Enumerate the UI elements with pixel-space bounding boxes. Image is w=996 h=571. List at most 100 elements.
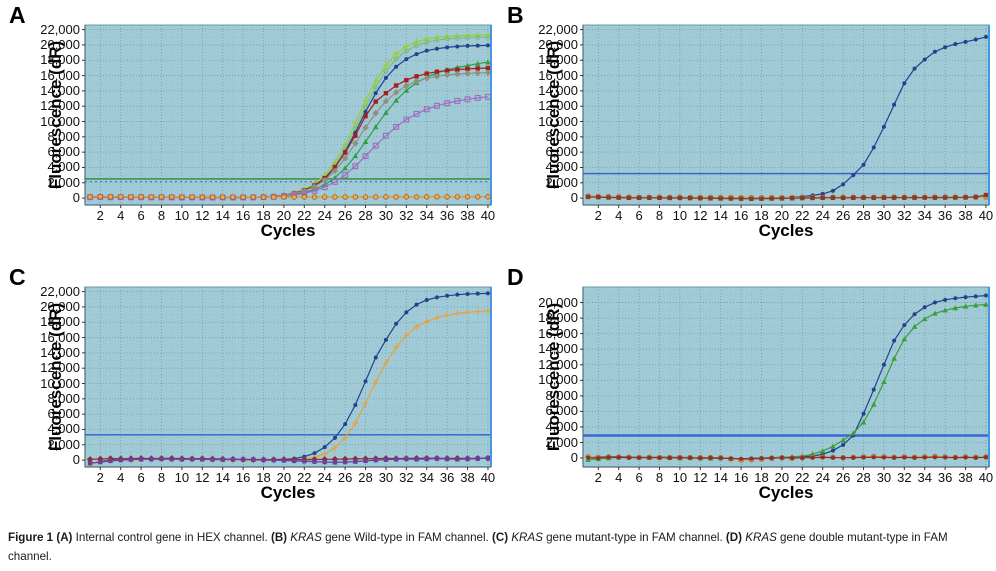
y-tick-label: 6,000 bbox=[47, 406, 80, 422]
x-tick-label: 4 bbox=[117, 208, 125, 223]
y-tick-label: 14,000 bbox=[40, 82, 80, 98]
y-tick-label: 0 bbox=[72, 190, 80, 206]
y-tick-label: 12,000 bbox=[538, 98, 578, 114]
y-tick-label: 4,000 bbox=[47, 159, 80, 175]
x-tick-label: 32 bbox=[399, 470, 414, 485]
y-tick-label: 14,000 bbox=[538, 82, 578, 98]
x-tick-label: 14 bbox=[713, 470, 728, 485]
x-tick-label: 32 bbox=[399, 208, 414, 223]
caption-segment: (C) bbox=[491, 531, 512, 544]
x-tick-label: 38 bbox=[958, 470, 973, 485]
x-tick-label: 36 bbox=[439, 470, 455, 485]
y-tick-label: 12,000 bbox=[40, 98, 80, 114]
x-tick-label: 2 bbox=[594, 208, 602, 223]
x-tick-label: 4 bbox=[615, 208, 623, 223]
caption-segment: (A) bbox=[56, 531, 76, 544]
x-tick-label: 32 bbox=[897, 208, 912, 223]
panel-b-plot-area bbox=[580, 24, 990, 208]
y-tick-label: 0 bbox=[570, 190, 578, 206]
caption-segment: gene double mutant-type in FAM channel. bbox=[8, 531, 948, 564]
x-tick-label: 10 bbox=[672, 208, 688, 223]
caption-segment: KRAS bbox=[745, 531, 777, 544]
x-tick-label: 20 bbox=[774, 470, 790, 485]
x-tick-label: 16 bbox=[733, 470, 749, 485]
y-tick-label: 2,000 bbox=[545, 434, 578, 450]
x-tick-label: 8 bbox=[157, 470, 166, 485]
series-maroon-flat bbox=[586, 455, 988, 461]
y-tick-label: 4,000 bbox=[545, 418, 578, 434]
y-tick-label: 16,000 bbox=[538, 325, 578, 341]
x-tick-label: 6 bbox=[635, 208, 643, 223]
x-tick-label: 36 bbox=[439, 208, 455, 223]
y-tick-label: 6,000 bbox=[47, 144, 80, 160]
x-tick-label: 40 bbox=[978, 470, 994, 485]
caption-segment: Internal control gene in HEX channel. bbox=[75, 531, 271, 544]
x-tick-label: 2 bbox=[96, 208, 104, 223]
x-tick-label: 28 bbox=[358, 208, 373, 223]
panel-d-plot-area bbox=[580, 286, 990, 470]
y-tick-label: 12,000 bbox=[40, 360, 80, 376]
x-tick-label: 6 bbox=[635, 470, 643, 485]
x-tick-label: 32 bbox=[897, 470, 912, 485]
caption-segment: gene mutant-type in FAM channel. bbox=[542, 531, 726, 544]
chart-svg bbox=[580, 24, 990, 208]
x-tick-label: 28 bbox=[856, 208, 871, 223]
x-tick-label: 34 bbox=[419, 208, 434, 223]
caption-segment: gene Wild-type in FAM channel. bbox=[321, 531, 492, 544]
x-tick-label: 18 bbox=[256, 208, 271, 223]
series-maroon-flat bbox=[585, 192, 989, 201]
panel-d-x-axis-title: Cycles bbox=[758, 483, 814, 502]
x-tick-label: 34 bbox=[917, 470, 932, 485]
y-tick-label: 10,000 bbox=[538, 372, 578, 388]
x-tick-label: 34 bbox=[419, 470, 434, 485]
x-tick-label: 12 bbox=[693, 208, 708, 223]
panel-b: B Fluorescence (dR) 22,000 20,000 18,000 16… bbox=[498, 0, 996, 262]
x-tick-label: 8 bbox=[157, 208, 166, 223]
y-tick-label: 8,000 bbox=[47, 390, 80, 406]
x-tick-label: 34 bbox=[917, 208, 932, 223]
panel-d-letter: D bbox=[507, 264, 524, 290]
y-tick-label: 2,000 bbox=[545, 174, 578, 190]
x-tick-label: 4 bbox=[117, 470, 125, 485]
x-tick-label: 22 bbox=[297, 208, 312, 223]
series-purple-square-flat bbox=[87, 455, 491, 466]
y-tick-label: 2,000 bbox=[47, 436, 80, 452]
x-tick-label: 26 bbox=[337, 208, 353, 223]
x-tick-label: 6 bbox=[137, 208, 145, 223]
x-tick-label: 26 bbox=[337, 470, 353, 485]
chart-svg bbox=[82, 286, 492, 470]
y-tick-label: 12,000 bbox=[538, 356, 578, 372]
x-tick-label: 18 bbox=[754, 470, 769, 485]
series-orange-flat bbox=[87, 194, 491, 200]
x-tick-label: 22 bbox=[795, 470, 810, 485]
panel-a: A Fluorescence (dR) 22,000 20,000 18,000 16… bbox=[0, 0, 498, 262]
x-tick-label: 20 bbox=[276, 208, 292, 223]
x-tick-label: 22 bbox=[297, 470, 312, 485]
x-tick-label: 26 bbox=[835, 208, 851, 223]
y-tick-label: 10,000 bbox=[538, 113, 578, 129]
x-tick-label: 4 bbox=[615, 470, 623, 485]
panel-a-x-axis-title: Cycles bbox=[260, 221, 316, 240]
x-tick-label: 18 bbox=[256, 470, 271, 485]
y-tick-label: 20,000 bbox=[40, 298, 80, 314]
y-tick-label: 16,000 bbox=[538, 67, 578, 83]
x-tick-label: 28 bbox=[856, 470, 871, 485]
x-tick-label: 10 bbox=[174, 208, 190, 223]
y-tick-label: 8,000 bbox=[545, 387, 578, 403]
caption-segment: (B) bbox=[270, 531, 291, 544]
y-tick-label: 8,000 bbox=[47, 128, 80, 144]
x-tick-label: 12 bbox=[693, 470, 708, 485]
caption-segment: Figure 1 bbox=[8, 531, 57, 544]
x-tick-label: 22 bbox=[795, 208, 810, 223]
x-tick-label: 38 bbox=[958, 208, 973, 223]
x-tick-label: 14 bbox=[215, 208, 230, 223]
y-tick-label: 10,000 bbox=[40, 113, 80, 129]
x-tick-label: 24 bbox=[815, 208, 830, 223]
x-tick-label: 12 bbox=[195, 470, 210, 485]
x-tick-label: 30 bbox=[876, 470, 892, 485]
x-tick-label: 24 bbox=[815, 470, 830, 485]
x-tick-label: 12 bbox=[195, 208, 210, 223]
y-tick-label: 0 bbox=[72, 452, 80, 468]
x-tick-label: 20 bbox=[276, 470, 292, 485]
